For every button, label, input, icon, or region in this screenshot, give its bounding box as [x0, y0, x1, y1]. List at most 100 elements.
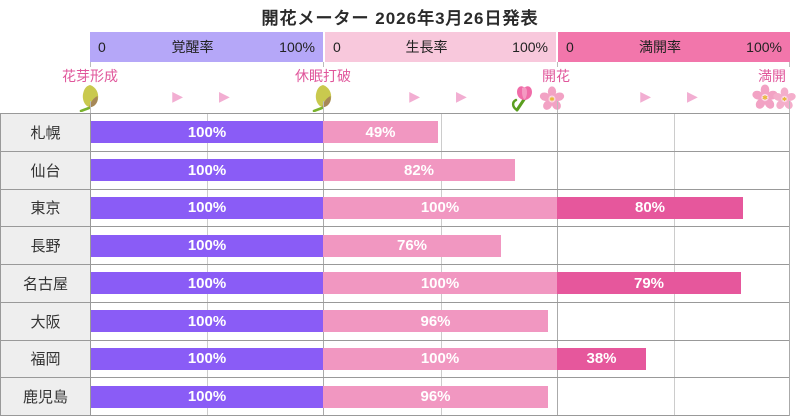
- boundary-tick: [557, 62, 558, 67]
- bar-value: 100%: [187, 161, 227, 179]
- scale-max: 100%: [512, 39, 548, 55]
- bar-value: 80%: [634, 199, 666, 217]
- table-row: 福岡 100% 100% 38%: [1, 340, 789, 379]
- growth-bar: 100%: [323, 196, 557, 219]
- growth-bar: 96%: [323, 385, 548, 408]
- gridline-50pct: [441, 114, 442, 416]
- bar-value: 96%: [420, 312, 451, 330]
- row-bars: 100% 100% 80%: [91, 190, 789, 227]
- scale-min: 0: [333, 39, 341, 55]
- growth-bar: 100%: [323, 347, 557, 370]
- bud-icon: [77, 84, 103, 112]
- progress-arrows-icon: ▶ ▶: [409, 88, 483, 104]
- fullbloom-bar: 80%: [557, 196, 743, 219]
- awakening-bar: 100%: [91, 272, 323, 295]
- boundary-tick: [90, 62, 91, 67]
- city-label: 名古屋: [1, 265, 91, 302]
- fullbloom-bar: 38%: [557, 347, 646, 370]
- scale-min: 0: [98, 39, 106, 55]
- bar-value: 96%: [420, 388, 451, 406]
- bar-value: 100%: [420, 274, 460, 292]
- boundary-tick: [789, 101, 790, 113]
- stage-label-dormancy-break: 休眠打破: [295, 68, 351, 84]
- table-row: 大阪 100% 96%: [1, 302, 789, 341]
- boundary-tick: [789, 62, 790, 67]
- table-row: 鹿児島 100% 96%: [1, 378, 789, 416]
- row-bars: 100% 82%: [91, 152, 789, 189]
- progress-arrows-icon: ▶ ▶: [172, 88, 246, 104]
- boundary-tick: [90, 101, 91, 113]
- bar-value: 100%: [420, 350, 460, 368]
- awakening-bar: 100%: [91, 121, 323, 144]
- scale-max: 100%: [746, 39, 782, 55]
- bar-value: 100%: [187, 123, 227, 141]
- scale-label: 満開率: [638, 39, 681, 55]
- stage-label-bud-formation: 花芽形成: [62, 68, 118, 84]
- boundary-tick: [323, 101, 324, 113]
- bar-value: 82%: [403, 161, 435, 179]
- city-label: 鹿児島: [1, 378, 91, 415]
- row-bars: 100% 100% 38%: [91, 341, 789, 378]
- scale-label: 覚醒率: [171, 39, 214, 55]
- row-bars: 100% 100% 79%: [91, 265, 789, 302]
- bar-value: 100%: [420, 199, 460, 217]
- awakening-bar: 100%: [91, 159, 323, 182]
- table-row: 名古屋 100% 100% 79%: [1, 265, 789, 303]
- bar-value: 100%: [187, 274, 227, 292]
- growth-bar: 96%: [323, 310, 548, 333]
- scale-min: 0: [566, 39, 574, 55]
- table-row: 仙台 100% 82%: [1, 151, 789, 190]
- growth-bar: 100%: [323, 272, 557, 295]
- growth-bar: 82%: [323, 159, 515, 182]
- scale-header-fullbloom: 0 満開率 100%: [558, 32, 790, 62]
- awakening-bar: 100%: [91, 196, 323, 219]
- city-label: 札幌: [1, 114, 91, 151]
- bar-value: 79%: [633, 274, 665, 292]
- row-bars: 100% 96%: [91, 303, 789, 340]
- scale-header-growth: 0 生長率 100%: [325, 32, 556, 62]
- row-bars: 100% 96%: [91, 378, 789, 415]
- scale-max: 100%: [279, 39, 315, 55]
- gridline-50pct: [674, 114, 675, 416]
- scale-label: 生長率: [405, 39, 448, 55]
- bar-value: 100%: [187, 237, 227, 255]
- boundary-tick: [557, 101, 558, 113]
- bar-value: 100%: [187, 350, 227, 368]
- stage-label-flowering: 開花: [542, 68, 570, 84]
- row-bars: 100% 76%: [91, 227, 789, 264]
- bar-value: 49%: [365, 123, 396, 141]
- awakening-bar: 100%: [91, 347, 323, 370]
- fullbloom-bar: 79%: [557, 272, 741, 295]
- table-row: 長野 100% 76%: [1, 227, 789, 265]
- boundary-tick: [323, 62, 324, 67]
- city-bloom-table: 札幌 100% 49% 仙台 100% 82% 東京 100% 100% 80%: [0, 113, 790, 416]
- bar-value: 38%: [586, 350, 617, 368]
- stage-label-full-bloom: 満開: [758, 68, 786, 84]
- chart-title: 開花メーター 2026年3月26日発表: [261, 9, 539, 28]
- city-label: 長野: [1, 227, 91, 264]
- scale-header-awakening: 0 覚醒率 100%: [90, 32, 323, 62]
- table-row: 東京 100% 100% 80%: [1, 189, 789, 228]
- gridline-section: [557, 114, 558, 416]
- tulip-and-blossom-icon: [511, 84, 565, 112]
- city-label: 大阪: [1, 302, 91, 340]
- city-label: 仙台: [1, 151, 91, 189]
- gridline-section: [323, 114, 324, 416]
- gridline-50pct: [207, 114, 208, 416]
- growth-bar: 76%: [323, 234, 501, 257]
- city-label: 東京: [1, 189, 91, 227]
- bar-value: 76%: [396, 237, 428, 255]
- city-label: 福岡: [1, 340, 91, 378]
- double-blossom-icon: [752, 84, 797, 111]
- growth-bar: 49%: [323, 121, 438, 144]
- bar-value: 100%: [187, 388, 227, 406]
- bud-icon: [310, 84, 336, 112]
- awakening-bar: 100%: [91, 385, 323, 408]
- row-bars: 100% 49%: [91, 114, 789, 151]
- table-row: 札幌 100% 49%: [1, 114, 789, 152]
- bar-value: 100%: [187, 312, 227, 330]
- bar-value: 100%: [187, 199, 227, 217]
- awakening-bar: 100%: [91, 234, 323, 257]
- awakening-bar: 100%: [91, 310, 323, 333]
